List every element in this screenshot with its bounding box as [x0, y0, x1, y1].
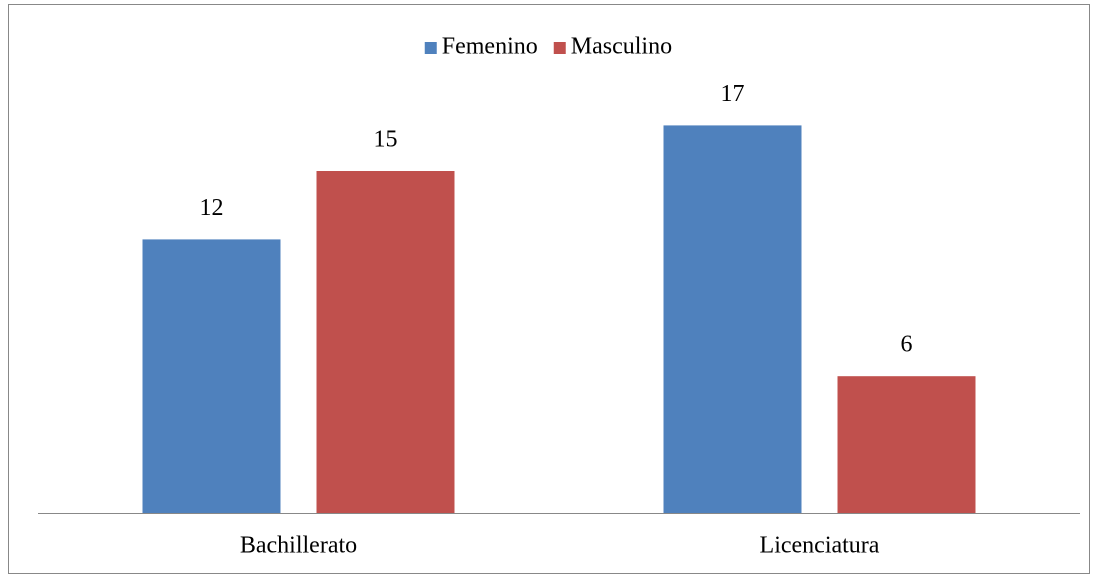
data-label: 6 [901, 332, 913, 358]
bar [316, 171, 455, 513]
data-label: 12 [200, 195, 224, 221]
legend-swatch [424, 42, 437, 54]
data-label: 15 [374, 127, 398, 153]
bar [837, 376, 976, 513]
legend-label: Femenino [442, 34, 538, 60]
x-tick-label: Bachillerato [240, 533, 357, 559]
data-label: 17 [721, 81, 745, 107]
bar [142, 239, 281, 513]
legend-label: Masculino [571, 34, 672, 60]
bar [663, 125, 802, 514]
legend-swatch [553, 42, 566, 54]
x-tick-label: Licenciatura [760, 533, 880, 559]
